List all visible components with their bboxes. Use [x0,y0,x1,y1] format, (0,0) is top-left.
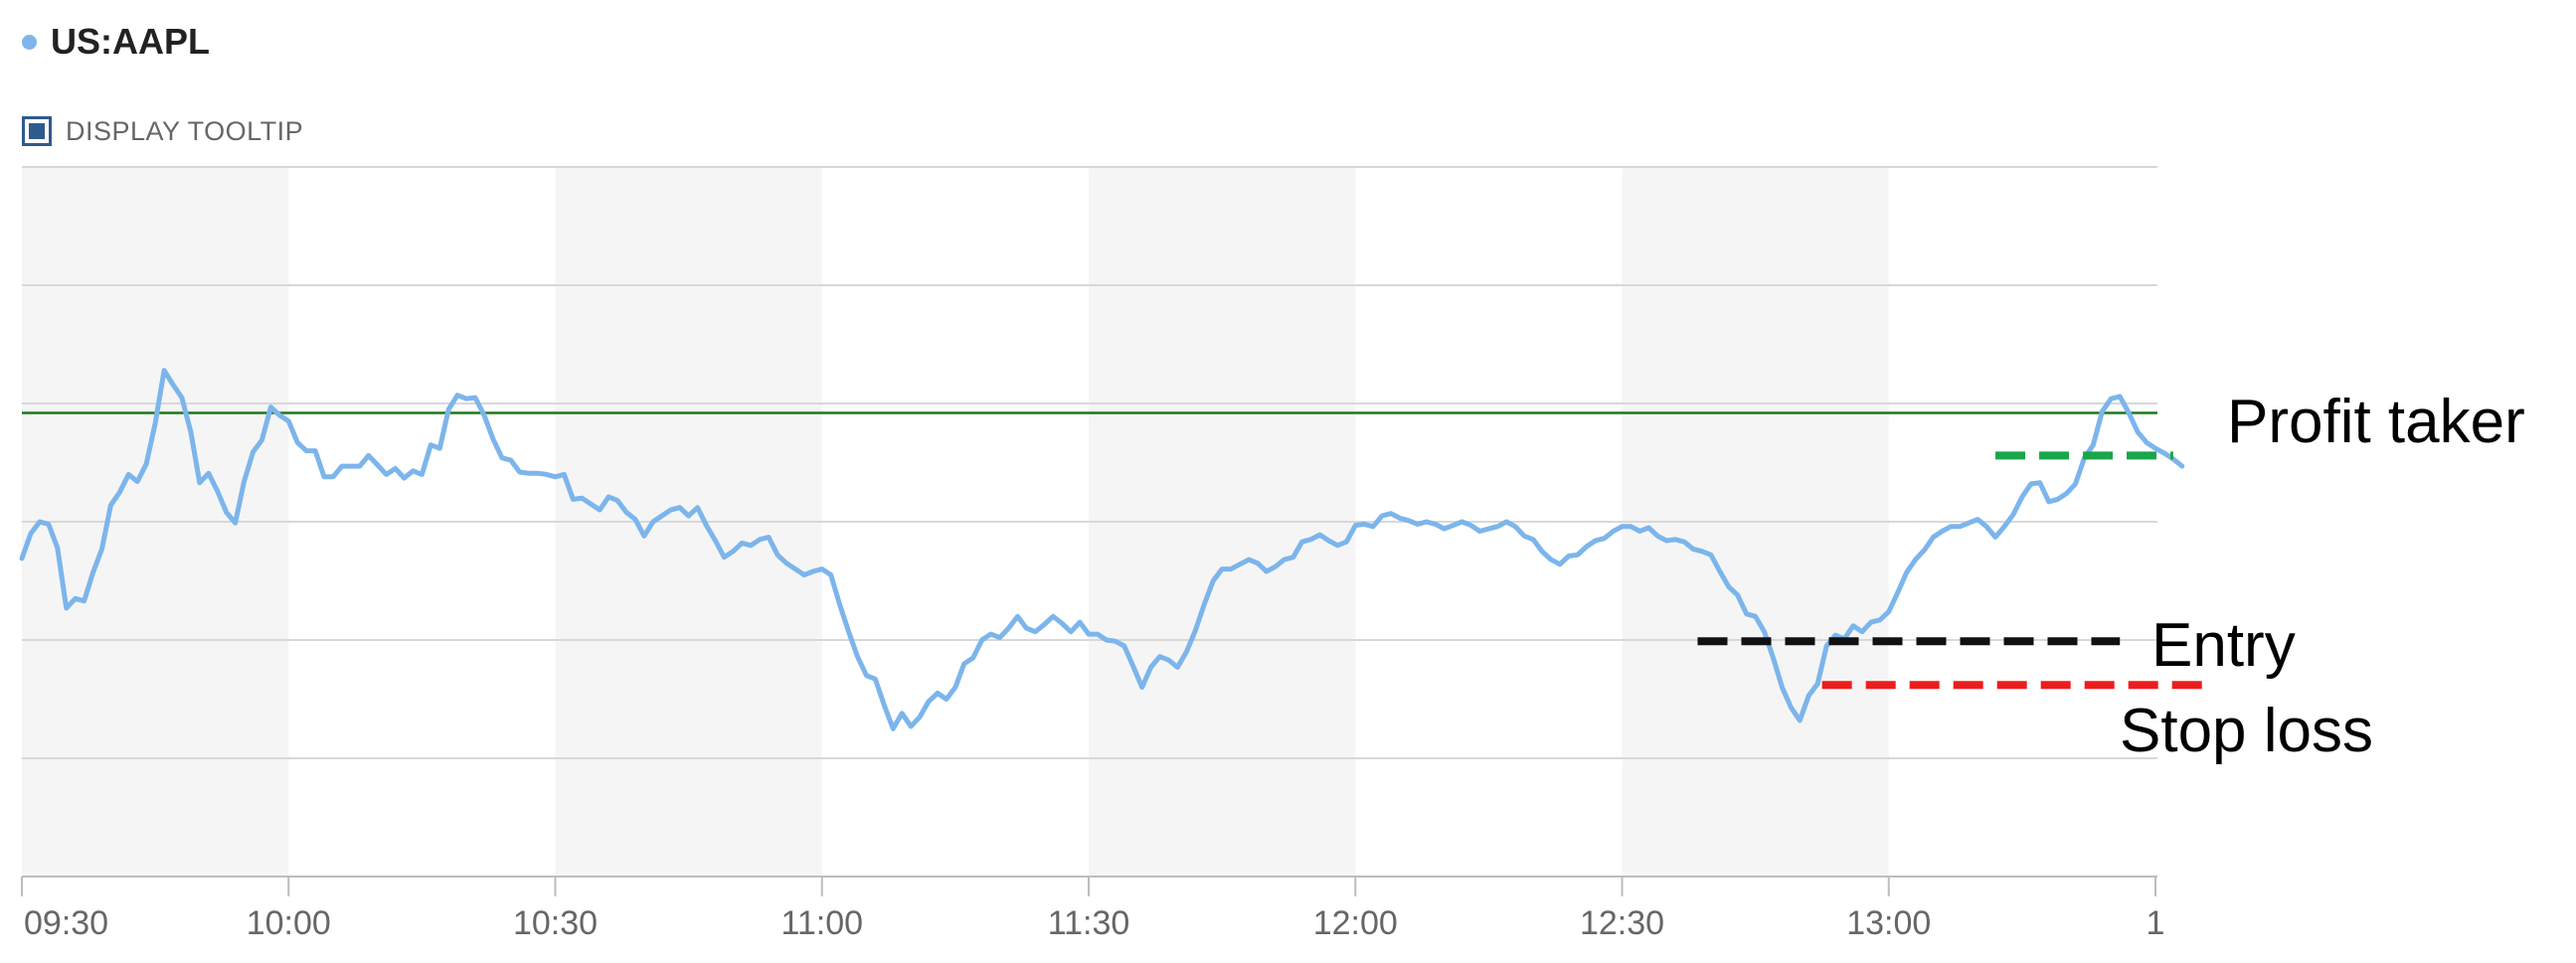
ticker-symbol: US:AAPL [51,21,210,62]
tooltip-toggle-label: DISPLAY TOOLTIP [66,115,304,146]
x-tick-label: 09:30 [24,904,108,942]
annotations-group: Profit taker Entry Stop loss [1697,388,2525,765]
x-tick-label: 12:00 [1313,904,1398,942]
annotation-label: Stop loss [2120,697,2373,765]
x-tick-label: 11:00 [780,904,863,942]
display-tooltip-toggle[interactable]: DISPLAY TOOLTIP [22,111,303,151]
price-series-line [19,368,2185,731]
x-tick-label: 1 [2147,904,2165,942]
x-tick-label: 11:30 [1048,904,1130,942]
tooltip-checkbox[interactable] [22,116,52,146]
annotation-label: Entry [2151,611,2296,680]
series-group [19,368,2185,731]
series-color-dot [22,34,37,50]
x-tick-label: 12:30 [1580,904,1664,942]
x-axis: 09:30 10:00 10:30 11:00 11:30 12:00 12:30 13:00… [21,876,2165,942]
x-tick-label: 10:30 [513,904,598,942]
annotation-label: Profit taker [2227,388,2525,456]
checkbox-checked-mark [29,123,45,139]
x-tick-label: 10:00 [247,904,331,942]
ticker-header: US:AAPL [22,14,210,70]
x-tick-label: 13:00 [1846,904,1931,942]
